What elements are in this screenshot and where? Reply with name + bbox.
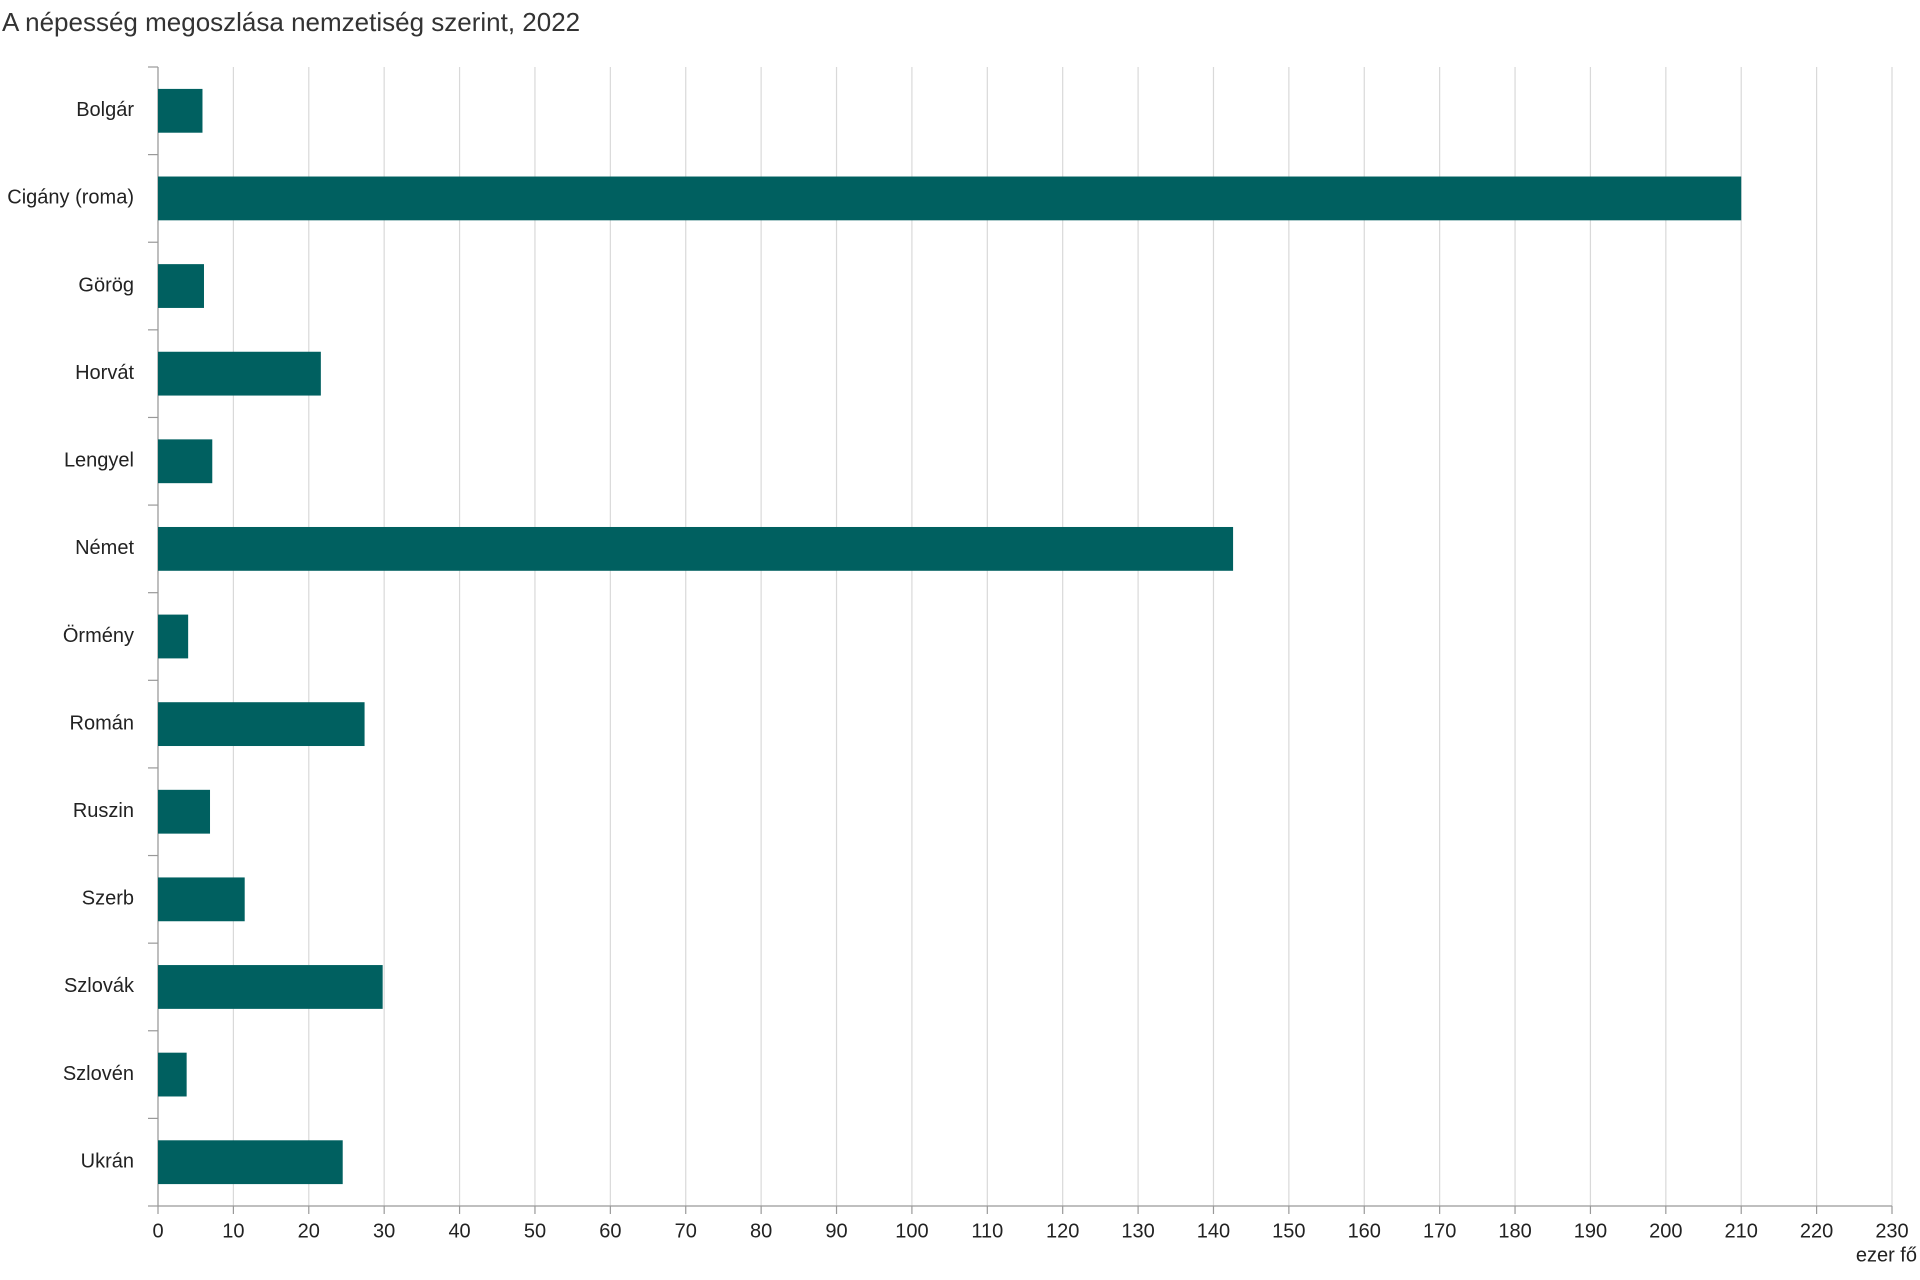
x-tick-label: 50 <box>524 1220 546 1242</box>
x-tick-label: 40 <box>448 1220 470 1242</box>
y-tick-label: Görög <box>78 274 134 296</box>
x-tick-label: 200 <box>1649 1220 1682 1242</box>
x-tick-label: 210 <box>1725 1220 1758 1242</box>
bar <box>158 88 203 133</box>
bar <box>158 877 245 922</box>
bar <box>158 789 211 834</box>
x-tick-label: 90 <box>825 1220 847 1242</box>
bar <box>158 176 1742 221</box>
bar <box>158 702 365 747</box>
x-tick-label: 160 <box>1348 1220 1381 1242</box>
y-tick-label: Horvát <box>75 362 134 384</box>
x-tick-label: 20 <box>298 1220 320 1242</box>
bar <box>158 526 1234 571</box>
y-tick-label: Szerb <box>82 888 134 910</box>
x-tick-label: 150 <box>1272 1220 1305 1242</box>
x-tick-label: 100 <box>895 1220 928 1242</box>
x-tick-label: 220 <box>1800 1220 1833 1242</box>
x-tick-label: 170 <box>1423 1220 1456 1242</box>
y-tick-label: Lengyel <box>64 450 134 472</box>
x-tick-label: 140 <box>1197 1220 1230 1242</box>
x-tick-label: 190 <box>1574 1220 1607 1242</box>
y-tick-label: Szlovák <box>64 975 135 997</box>
bar <box>158 439 213 484</box>
y-tick-label: Német <box>75 537 134 559</box>
bar <box>158 1140 343 1185</box>
x-tick-label: 130 <box>1121 1220 1154 1242</box>
x-tick-label: 230 <box>1875 1220 1908 1242</box>
x-tick-label: 70 <box>675 1220 697 1242</box>
x-tick-label: 180 <box>1498 1220 1531 1242</box>
y-tick-label: Szlovén <box>63 1063 134 1085</box>
x-tick-label: 110 <box>971 1220 1003 1242</box>
y-tick-label: Ruszin <box>73 800 134 822</box>
x-tick-label: 120 <box>1046 1220 1079 1242</box>
x-axis-label: ezer fő <box>1856 1244 1917 1266</box>
bar <box>158 965 383 1009</box>
y-tick-label: Román <box>70 712 134 734</box>
x-tick-label: 10 <box>222 1220 244 1242</box>
bar <box>158 351 321 396</box>
y-tick-label: Örmény <box>63 625 134 647</box>
x-tick-label: 80 <box>750 1220 772 1242</box>
chart-title: A népesség megoszlása nemzetiség szerint… <box>2 7 580 37</box>
bar <box>158 1052 187 1097</box>
y-tick-label: Bolgár <box>76 99 134 121</box>
x-tick-label: 60 <box>599 1220 621 1242</box>
x-tick-label: 30 <box>373 1220 395 1242</box>
y-tick-label: Cigány (roma) <box>7 187 134 209</box>
y-tick-label: Ukrán <box>81 1150 134 1172</box>
bar <box>158 614 189 659</box>
x-tick-label: 0 <box>152 1220 163 1242</box>
bar <box>158 264 204 308</box>
